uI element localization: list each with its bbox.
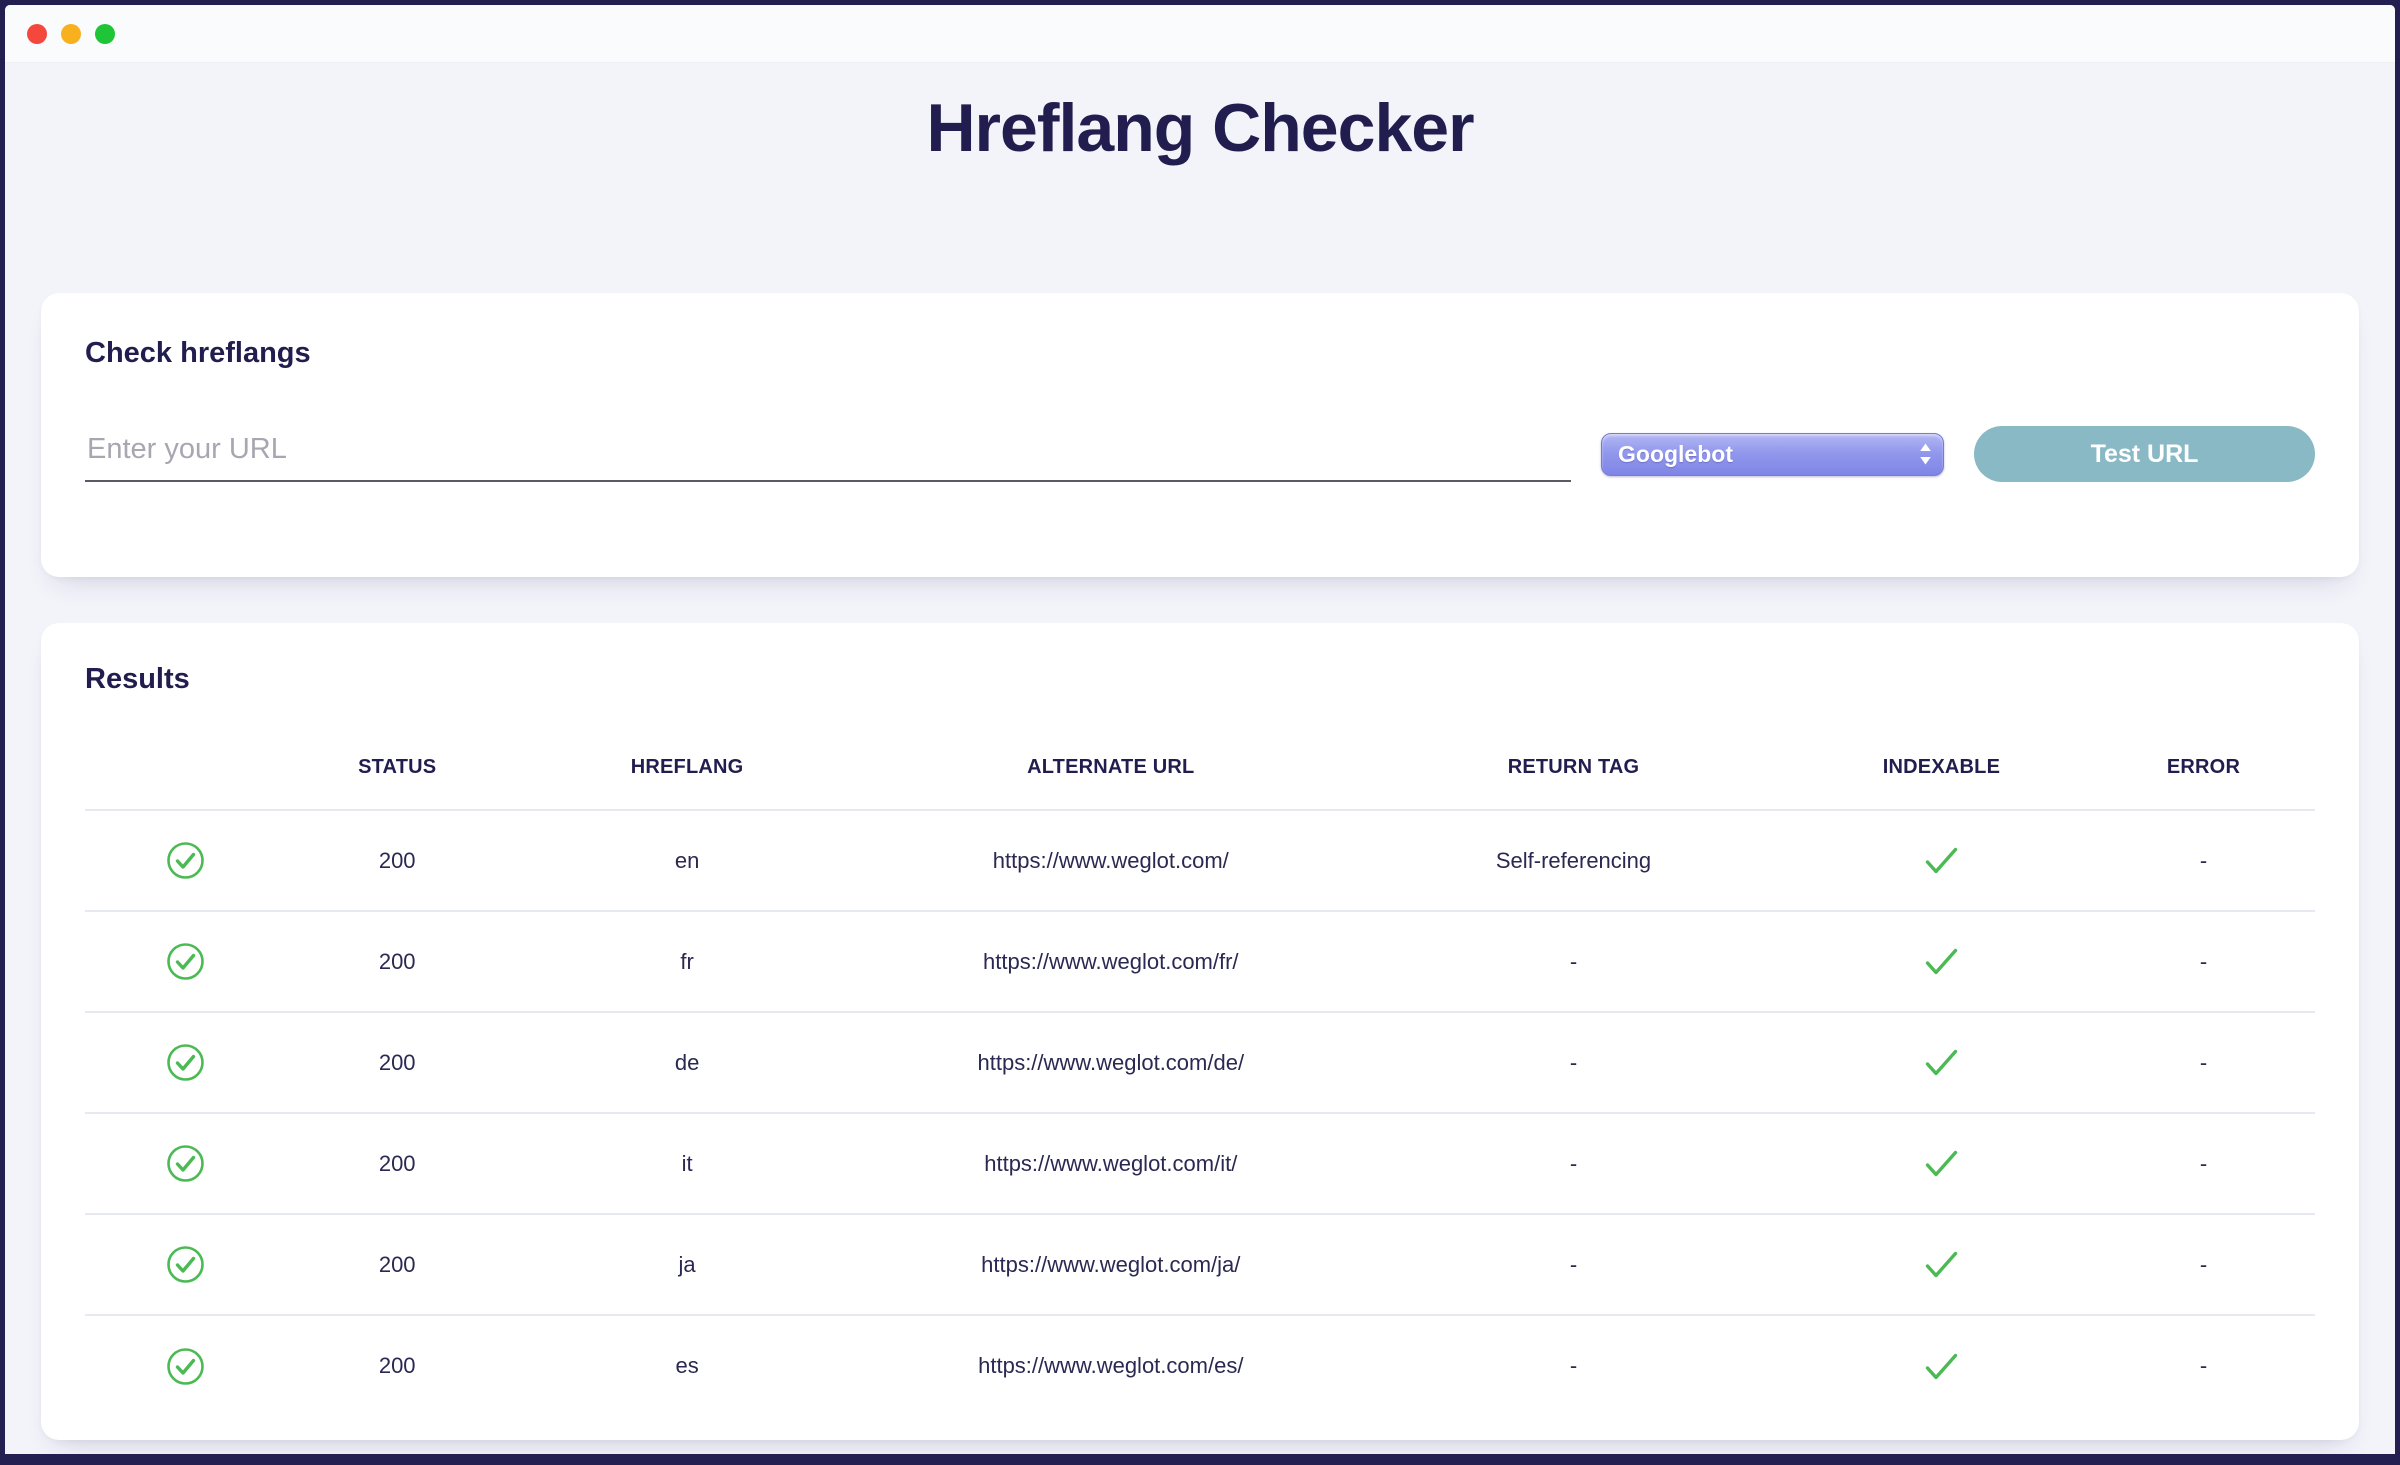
table-row: 200 fr https://www.weglot.com/fr/- -: [85, 911, 2315, 1013]
indexable-check-icon: [1790, 1113, 2092, 1215]
alternate-url-cell: https://www.weglot.com/es/: [978, 1353, 1244, 1378]
user-agent-select[interactable]: Googlebot: [1601, 432, 1944, 476]
table-row: 200 en https://www.weglot.com/Self-referen…: [85, 810, 2315, 912]
status-ok-icon: [85, 1315, 286, 1416]
check-hreflangs-card: Check hreflangs Googlebot Test URL: [41, 293, 2359, 577]
error-cell: -: [2091, 1214, 2315, 1316]
table-row: 200 it https://www.weglot.com/it/- -: [85, 1113, 2315, 1215]
status-cell: 200: [285, 1113, 509, 1215]
status-cell: 200: [285, 1012, 509, 1114]
hreflang-cell: it: [508, 1113, 866, 1215]
table-row: 200 es https://www.weglot.com/es/ - -: [85, 1315, 2315, 1416]
return-tag-cell: Self-referencing: [1356, 810, 1791, 912]
hreflang-cell: ja: [508, 1214, 866, 1316]
alternate-url-cell: https://www.weglot.com/de/: [865, 1012, 1357, 1114]
indexable-check-icon: [1790, 911, 2092, 1013]
minimize-button[interactable]: [61, 23, 81, 44]
results-heading: Results: [85, 663, 190, 695]
zoom-button[interactable]: [95, 23, 115, 44]
alternate-url-cell: https://www.weglot.com/it/: [865, 1113, 1357, 1215]
results-table-header-row: STATUS HREFLANG ALTERNATE URL RETURN TAG IND…: [85, 740, 2315, 811]
alternate-url-cell: https://www.weglot.com/ja/: [865, 1214, 1357, 1316]
url-input[interactable]: [85, 426, 1571, 482]
close-button[interactable]: [27, 23, 47, 44]
page-title: Hreflang Checker: [926, 90, 1474, 166]
check-form-row: Googlebot Test URL: [85, 426, 2315, 482]
table-row: 200 de https://www.weglot.com/de/- -: [85, 1012, 2315, 1114]
status-cell: 200: [285, 911, 509, 1013]
column-header-indexable: INDEXABLE: [1790, 740, 2092, 811]
return-tag-cell: -: [1356, 1012, 1791, 1114]
hreflang-cell: en: [508, 810, 866, 912]
column-header-error: ERROR: [2091, 740, 2315, 811]
alternate-url-cell: https://www.weglot.com/: [865, 810, 1357, 912]
check-card-heading: Check hreflangs: [85, 337, 311, 369]
titlebar: [5, 5, 2395, 63]
error-cell: -: [2091, 1113, 2315, 1215]
indexable-check-icon: [1790, 1012, 2092, 1114]
return-tag-cell: -: [1356, 1214, 1791, 1316]
column-header-status-icon: [85, 740, 286, 811]
status-ok-icon: [85, 1113, 286, 1215]
status-ok-icon: [85, 911, 286, 1013]
error-cell: -: [2199, 1353, 2208, 1378]
select-updown-arrows-icon: [1918, 442, 1933, 466]
return-tag-cell: -: [1356, 1113, 1791, 1215]
status-ok-icon: [85, 1012, 286, 1114]
error-cell: -: [2091, 1012, 2315, 1114]
user-agent-select-value: Googlebot: [1618, 440, 1733, 467]
results-table: STATUS HREFLANG ALTERNATE URL RETURN TAG IND…: [85, 740, 2315, 1416]
hreflang-cell: es: [675, 1353, 699, 1378]
error-cell: -: [2091, 810, 2315, 912]
hreflang-cell: de: [508, 1012, 866, 1114]
status-cell: 200: [378, 1353, 416, 1378]
error-cell: -: [2091, 911, 2315, 1013]
results-card: Results STATUS HREFLANG ALTERNATE URL RETUR…: [41, 623, 2359, 1440]
hreflang-cell: fr: [508, 911, 866, 1013]
indexable-check-icon: [1790, 1214, 2092, 1316]
status-ok-icon: [85, 1214, 286, 1316]
return-tag-cell: -: [1356, 911, 1791, 1013]
column-header-status: STATUS: [285, 740, 509, 811]
table-row: 200 ja https://www.weglot.com/ja/- -: [85, 1214, 2315, 1316]
column-header-alternate-url: ALTERNATE URL: [865, 740, 1357, 811]
status-cell: 200: [285, 810, 509, 912]
status-cell: 200: [285, 1214, 509, 1316]
indexable-check-icon: [1791, 1315, 2092, 1416]
status-ok-icon: [85, 810, 286, 912]
test-url-button[interactable]: Test URL: [1974, 426, 2315, 482]
indexable-check-icon: [1790, 810, 2092, 912]
alternate-url-cell: https://www.weglot.com/fr/: [865, 911, 1357, 1013]
column-header-hreflang: HREFLANG: [508, 740, 866, 811]
return-tag-cell: -: [1569, 1353, 1578, 1378]
column-header-return-tag: RETURN TAG: [1356, 740, 1791, 811]
